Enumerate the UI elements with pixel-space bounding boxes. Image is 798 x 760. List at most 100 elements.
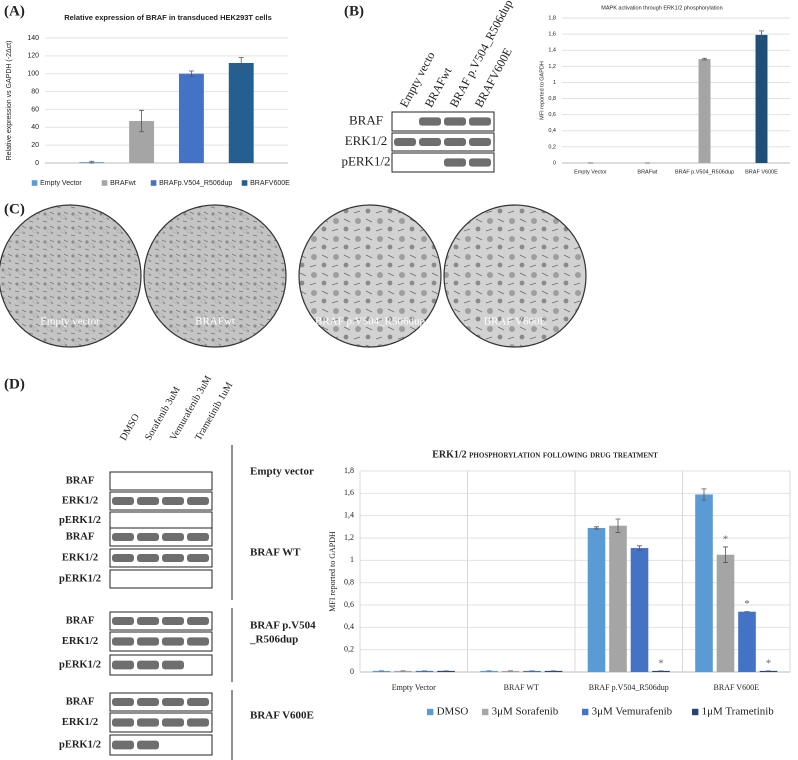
y-tick-label: 140 xyxy=(27,35,39,42)
legend-label: BRAFp.V504_R506dup xyxy=(159,180,232,187)
blot-band xyxy=(112,660,134,670)
blot-band xyxy=(162,637,184,646)
error-bar xyxy=(759,30,764,40)
y-tick-label: 0,6 xyxy=(548,112,556,118)
y-tick-label: 1,6 xyxy=(344,488,354,497)
significance-mark: * xyxy=(766,657,772,669)
y-tick-label: 0,4 xyxy=(344,622,354,631)
bar xyxy=(178,73,204,163)
error-bar xyxy=(723,546,728,563)
blot-frame xyxy=(391,111,495,132)
bar xyxy=(695,494,713,672)
significance-mark: * xyxy=(723,533,729,545)
bar xyxy=(609,525,627,672)
significance-mark: * xyxy=(744,598,750,610)
y-tick-label: 1,8 xyxy=(344,466,354,475)
micrograph-label: BRAF V600E xyxy=(484,316,547,328)
chart-title: MAPK activation through ERK1/2 phosphory… xyxy=(601,5,722,11)
legend-swatch xyxy=(427,708,434,716)
blot-lane-label: DMSO xyxy=(118,412,142,443)
blot-band xyxy=(187,698,209,706)
x-tick-label: Empty Vector xyxy=(392,683,436,692)
error-bar xyxy=(89,160,95,164)
blot-row-label: pERK1/2 xyxy=(59,659,101,670)
blot-band xyxy=(137,637,159,646)
legend-swatch xyxy=(31,180,38,186)
x-tick-label: BRAF p.V504_R506dup xyxy=(675,169,734,175)
blot-band xyxy=(162,660,184,670)
blot-row-label: ERK1/2 xyxy=(345,133,388,148)
y-tick-label: 0,2 xyxy=(548,144,556,150)
x-tick-label: Empty Vector xyxy=(574,169,607,175)
y-tick-label: 100 xyxy=(27,71,39,78)
legend-swatch xyxy=(692,708,699,716)
blot-frame xyxy=(109,527,213,547)
blot-frame xyxy=(391,152,495,173)
micrograph-label: Empty vector xyxy=(40,316,100,328)
y-axis-label: MFI reported to GAPDH xyxy=(328,531,337,612)
bar xyxy=(480,670,498,672)
chart-title: ERK1/2 phosphorylation following drug tr… xyxy=(432,449,658,460)
blot-frame xyxy=(109,631,213,652)
y-tick-label: 1,6 xyxy=(548,32,556,38)
blot-frame xyxy=(109,734,213,756)
micrograph-label: BRAFwt xyxy=(195,316,235,328)
legend-swatch xyxy=(150,180,157,186)
blot-row-label: BRAF xyxy=(66,531,95,542)
y-tick-label: 0 xyxy=(35,160,39,167)
blot-band xyxy=(469,117,491,126)
legend-swatch xyxy=(241,180,248,186)
legend-label: 1μM Trametinib xyxy=(702,706,775,718)
blot-band xyxy=(187,637,209,646)
blot-band xyxy=(187,533,209,541)
blot-row-label: pERK1/2 xyxy=(59,573,101,584)
y-tick-label: 0 xyxy=(553,160,556,166)
blot-band xyxy=(187,497,209,505)
blot-band xyxy=(112,554,134,562)
blot-band xyxy=(112,497,134,505)
micrograph xyxy=(0,204,142,348)
legend-label: Empty Vector xyxy=(40,180,82,187)
legend-swatch xyxy=(482,708,489,716)
blot-band xyxy=(444,138,466,146)
y-tick-label: 1 xyxy=(350,555,354,564)
y-tick-label: 0,2 xyxy=(344,644,354,653)
blot-row-label: BRAF xyxy=(66,615,95,626)
y-axis-label: Relative expression vs GAPDH (-2Δct) xyxy=(6,41,13,161)
y-tick-label: 0 xyxy=(350,667,354,676)
blot-frame xyxy=(109,692,213,712)
blot-row-label: ERK1/2 xyxy=(62,495,98,506)
blot-band xyxy=(444,117,466,126)
blot-band xyxy=(112,718,134,727)
y-tick-label: 0,4 xyxy=(548,128,556,134)
error-bar xyxy=(188,70,194,77)
legend-swatch xyxy=(582,708,589,716)
legend-label: 3μM Sorafenib xyxy=(492,706,559,718)
blot-band xyxy=(162,533,184,541)
x-tick-label: BRAF V600E xyxy=(714,683,760,692)
blot-frame xyxy=(109,548,213,568)
blot-band xyxy=(162,718,184,727)
legend-swatch xyxy=(101,180,108,186)
blot-band xyxy=(137,718,159,727)
bar xyxy=(501,670,520,672)
bar xyxy=(652,670,670,672)
y-tick-label: 0,6 xyxy=(344,600,354,609)
bar xyxy=(544,670,563,672)
blot-band xyxy=(419,138,441,146)
blot-band xyxy=(112,740,134,750)
blot-band xyxy=(187,718,209,727)
blot-row-label: pERK1/2 xyxy=(59,515,101,526)
error-bar xyxy=(594,526,599,530)
y-tick-label: 20 xyxy=(31,142,39,149)
x-tick-label: BRAF p.V504_R506dup xyxy=(589,683,669,692)
blot-band xyxy=(112,617,134,625)
micrograph xyxy=(298,204,442,348)
blot-frame xyxy=(109,611,213,631)
panel-label: (D) xyxy=(4,376,25,392)
y-tick-label: 40 xyxy=(31,124,39,131)
blot-band xyxy=(469,138,491,146)
micrograph xyxy=(443,204,587,348)
